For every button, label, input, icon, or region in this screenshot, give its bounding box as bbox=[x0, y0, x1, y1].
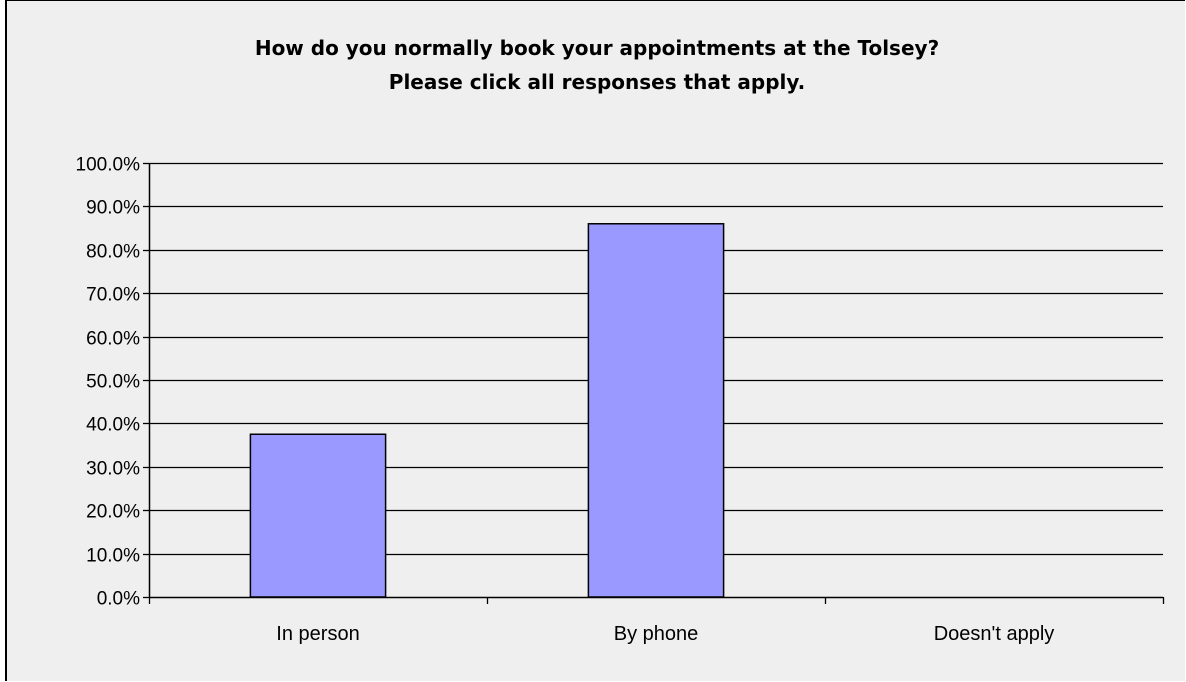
bar-in-person bbox=[249, 433, 387, 598]
bar-by-phone bbox=[587, 223, 725, 598]
x-category-label: By phone bbox=[614, 623, 699, 645]
y-tick-label: 0.0% bbox=[97, 589, 140, 610]
y-tick-label: 10.0% bbox=[86, 546, 140, 567]
y-tick-label: 100.0% bbox=[76, 155, 141, 176]
x-axis-category-labels: In person By phone Doesn't apply bbox=[276, 623, 1054, 645]
chart-subtitle: Please click all responses that apply. bbox=[389, 70, 805, 94]
y-tick-label: 30.0% bbox=[86, 459, 140, 480]
y-tick-label: 40.0% bbox=[86, 415, 140, 436]
y-tick-label: 20.0% bbox=[86, 502, 140, 523]
y-axis-tick-labels: 0.0% 10.0% 20.0% 30.0% 40.0% 50.0% 60.0% 70.0% 8… bbox=[76, 155, 141, 610]
y-tick-label: 50.0% bbox=[86, 372, 140, 393]
axes bbox=[143, 162, 1165, 604]
y-tick-label: 90.0% bbox=[86, 198, 140, 219]
bars bbox=[249, 223, 725, 598]
x-category-label: In person bbox=[276, 623, 359, 645]
y-tick-label: 80.0% bbox=[86, 242, 140, 263]
x-category-label: Doesn't apply bbox=[934, 623, 1055, 645]
y-tick-label: 60.0% bbox=[86, 329, 140, 350]
y-tick-label: 70.0% bbox=[86, 285, 140, 306]
chart-title: How do you normally book your appointmen… bbox=[255, 36, 939, 60]
